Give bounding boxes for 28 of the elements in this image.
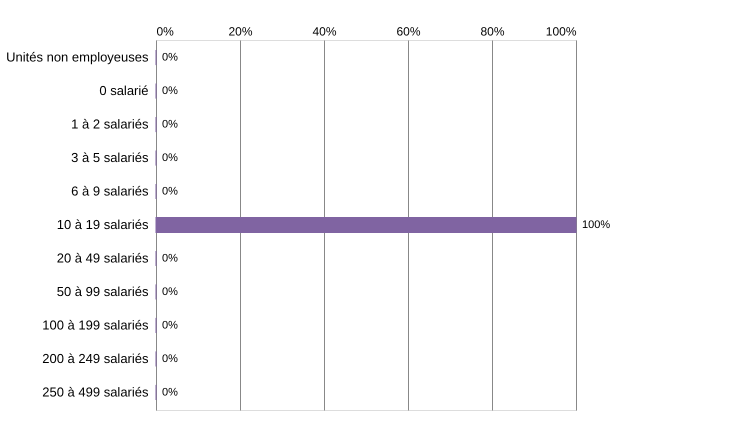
y-tick-label: 200 à 249 salariés [42, 350, 149, 366]
y-tick-label: 6 à 9 salariés [71, 184, 149, 199]
y-tick-label: 250 à 499 salariés [42, 384, 149, 400]
data-label: 0% [162, 252, 178, 264]
y-tick-label: 1 à 2 salariés [71, 116, 149, 132]
x-tick-label: 100% [546, 24, 577, 38]
data-label: 0% [162, 319, 178, 332]
y-tick-label: 10 à 19 salariés [56, 217, 149, 232]
y-tick-label: 0 salarié [99, 83, 148, 98]
x-tick-label: 40% [312, 24, 337, 38]
x-tick-label: 60% [396, 24, 421, 38]
x-tick-label: 80% [480, 24, 505, 38]
y-tick-label: 20 à 49 salariés [56, 250, 149, 266]
data-label: 100% [582, 219, 610, 231]
y-tick-label: Unités non employeuses [6, 50, 149, 65]
data-label: 0% [162, 186, 178, 198]
data-label: 0% [162, 286, 178, 298]
data-label: 0% [162, 85, 178, 98]
y-tick-label: 50 à 99 salariés [56, 284, 149, 299]
x-tick-label: 20% [228, 24, 253, 38]
y-tick-label: 100 à 199 salariés [42, 317, 149, 332]
data-label: 0% [162, 386, 178, 398]
data-label: 0% [162, 152, 178, 164]
data-label: 0% [162, 52, 178, 64]
data-label: 0% [162, 352, 178, 365]
y-tick-label: 3 à 5 salariés [71, 150, 149, 166]
x-tick-label: 0% [156, 24, 174, 38]
data-label: 0% [162, 118, 178, 131]
